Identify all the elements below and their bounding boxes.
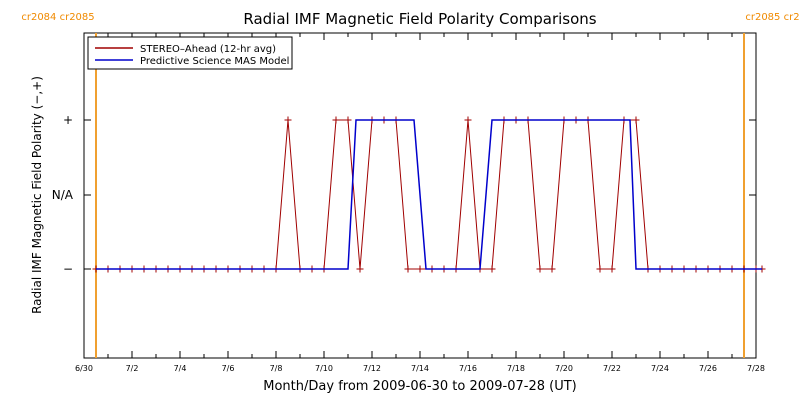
y-axis-label: Radial IMF Magnetic Field Polarity (−,+) [30, 76, 44, 314]
x-tick-label: 7/8 [270, 364, 283, 373]
axes: 6/30 7/2 7/4 7/6 7/8 7/10 7/12 7/14 7/16 7/18 7/20… [52, 33, 765, 373]
x-tick-label: 7/6 [222, 364, 235, 373]
x-tick-label: 7/20 [555, 364, 573, 373]
x-tick-label: 7/2 [126, 364, 139, 373]
chart-title: Radial IMF Magnetic Field Polarity Compa… [243, 10, 596, 28]
data-point-marker [536, 265, 544, 273]
data-point-marker [632, 116, 640, 124]
carrington-label-0: cr2084 cr2085 [21, 12, 94, 23]
x-axis-label: Month/Day from 2009-06-30 to 2009-07-28 … [263, 379, 576, 394]
x-tick-label: 7/14 [411, 364, 429, 373]
x-tick-label: 7/28 [747, 364, 765, 373]
x-tick-label: 7/18 [507, 364, 525, 373]
x-tick-label: 7/26 [699, 364, 717, 373]
legend-label-mas: Predictive Science MAS Model [140, 56, 289, 67]
x-tick-label: 7/10 [315, 364, 333, 373]
x-tick-label: 7/12 [363, 364, 381, 373]
legend-box [87, 36, 293, 70]
data-point-marker [464, 116, 472, 124]
x-tick-label: 6/30 [75, 364, 93, 373]
series-line-0 [96, 119, 762, 270]
x-tick-label: 7/22 [603, 364, 621, 373]
data-point-marker [284, 116, 292, 124]
data-point-marker [488, 265, 496, 273]
legend: STEREO–Ahead (12-hr avg) Predictive Scie… [87, 36, 293, 70]
carrington-markers: cr2084 cr2085 cr2085 cr2086 [21, 12, 800, 358]
y-tick-label: + [63, 113, 73, 127]
data-point-marker [404, 265, 412, 273]
data-point-marker [356, 265, 364, 273]
data-point-marker [344, 116, 352, 124]
x-tick-label: 7/4 [174, 364, 187, 373]
data-point-marker [596, 265, 604, 273]
data-point-marker [548, 265, 556, 273]
data-point-marker [416, 265, 424, 273]
series-line-1 [96, 119, 762, 270]
x-tick-label: 7/16 [459, 364, 477, 373]
y-tick-label: − [63, 262, 73, 276]
data-point-marker [332, 116, 340, 124]
y-tick-label: N/A [52, 188, 74, 202]
data-point-marker [608, 265, 616, 273]
legend-label-stereo: STEREO–Ahead (12-hr avg) [140, 44, 276, 55]
series-layer [92, 116, 766, 273]
carrington-label-1: cr2085 cr2086 [745, 12, 800, 23]
x-tick-label: 7/24 [651, 364, 669, 373]
